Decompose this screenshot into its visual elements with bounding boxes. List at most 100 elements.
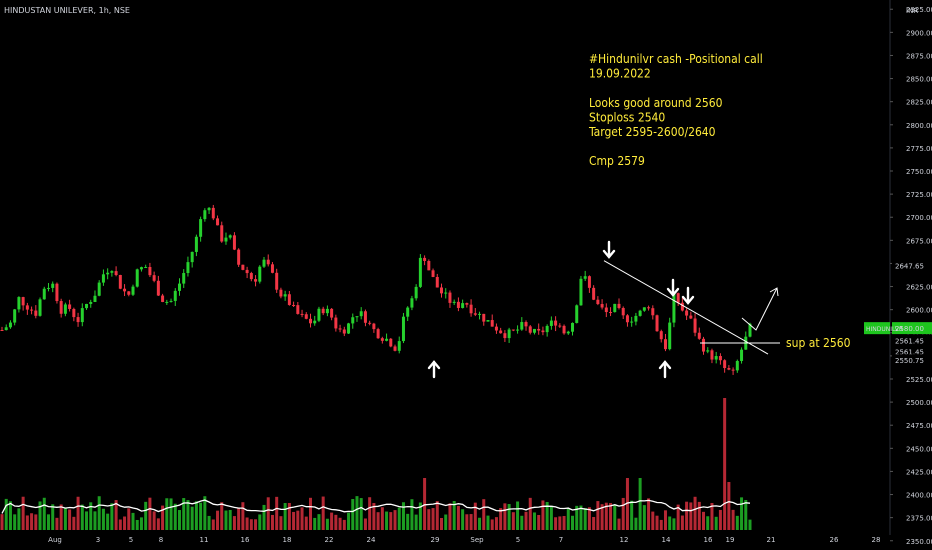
volume-bar [148, 497, 152, 530]
volume-bar [93, 511, 97, 530]
candle-body [296, 305, 300, 314]
volume-bar [503, 503, 507, 530]
volume-bar [135, 519, 139, 530]
volume-bar [17, 508, 21, 530]
volume-bar [338, 517, 342, 530]
time-tick-label: 12 [620, 536, 629, 544]
candle-body [144, 267, 148, 269]
volume-bar [566, 508, 570, 530]
candle-body [283, 294, 287, 297]
volume-bar [80, 504, 84, 530]
candle-body [418, 257, 422, 287]
price-tick-label: 2750.00 [906, 168, 932, 176]
price-tick-label: 2700.00 [906, 214, 932, 222]
candle-body [203, 210, 207, 220]
volume-bar [431, 508, 435, 530]
candle-body [486, 320, 490, 322]
price-tick-label: 2450.00 [906, 445, 932, 453]
candle-body [609, 312, 613, 314]
candle-body [76, 317, 80, 323]
candle-body [566, 331, 570, 334]
price-tag-level3-bg [892, 354, 932, 367]
volume-bar [4, 498, 8, 530]
volume-bar [0, 514, 4, 530]
volume-bar [347, 512, 351, 530]
volume-bar [156, 518, 160, 530]
candle-body [579, 278, 583, 306]
candle-body [562, 325, 566, 334]
candle-body [625, 315, 629, 323]
volume-bar [596, 501, 600, 530]
volume-bar [101, 508, 105, 530]
annotation-line: Stoploss 2540 [589, 110, 665, 124]
candle-body [393, 346, 397, 351]
volume-bar [486, 515, 490, 530]
candle-body [237, 249, 241, 265]
candle-body [211, 207, 215, 219]
volume-bar [355, 496, 359, 530]
price-tag-level3: 2550.75 [895, 357, 924, 365]
candle-body [139, 267, 143, 270]
price-tick-label: 2600.00 [906, 307, 932, 315]
candle-body [42, 288, 46, 300]
time-tick-label: 18 [283, 536, 292, 544]
candle-body [177, 283, 181, 291]
volume-bar [127, 508, 131, 530]
volume-bar [254, 519, 258, 530]
candle-body [668, 322, 672, 350]
volume-bar [600, 504, 604, 530]
volume-bar [368, 497, 372, 530]
volume-bar [292, 511, 296, 530]
candle-body [199, 219, 203, 237]
time-tick-label: 22 [325, 536, 334, 544]
candle-body [220, 225, 224, 242]
time-tick-label: 24 [367, 536, 376, 544]
price-tick-label: 2475.00 [906, 422, 932, 430]
volume-bar [249, 519, 253, 530]
volume-bar [55, 517, 59, 530]
candle-body [275, 272, 279, 290]
volume-bar [575, 505, 579, 530]
candle-body [380, 338, 384, 341]
candle-body [114, 271, 118, 275]
candle-body [224, 237, 228, 242]
candle-body [186, 262, 190, 274]
candle-body [46, 287, 50, 289]
volume-bar [541, 500, 545, 530]
volume-bar [51, 504, 55, 530]
volume-bar [89, 502, 93, 530]
volume-bar [190, 506, 194, 530]
candle-body [617, 303, 621, 308]
candle-body [93, 295, 97, 302]
candle-body [503, 333, 507, 339]
candle-body [634, 315, 638, 322]
volume-bar [520, 515, 524, 530]
time-tick-label: 7 [559, 536, 563, 544]
candle-body [287, 294, 291, 305]
candle-body [697, 332, 701, 339]
volume-bar [609, 503, 613, 530]
volume-bar [625, 478, 629, 530]
candle-body [693, 318, 697, 333]
trendline[interactable] [603, 260, 769, 355]
candle-body [135, 269, 139, 287]
candle-body [571, 322, 575, 332]
volume-bar [744, 500, 748, 530]
time-tick-label: 26 [830, 536, 839, 544]
candle-body [689, 315, 693, 319]
candle-body [190, 251, 194, 263]
price-tag-prev-high: 2647.65 [895, 263, 924, 271]
currency-label: INR [906, 7, 918, 15]
price-tick-label: 2525.00 [906, 376, 932, 384]
candle-body [676, 293, 680, 303]
candle-body [710, 350, 714, 360]
volume-bar [668, 516, 672, 530]
volume-bar [144, 501, 148, 530]
volume-bar [735, 515, 739, 530]
volume-bar [232, 516, 236, 530]
candle-body [507, 329, 511, 339]
price-tag-level2: 2561.45 [895, 348, 924, 356]
annotation-line: #Hindunilvr cash -Positional call [589, 52, 763, 66]
